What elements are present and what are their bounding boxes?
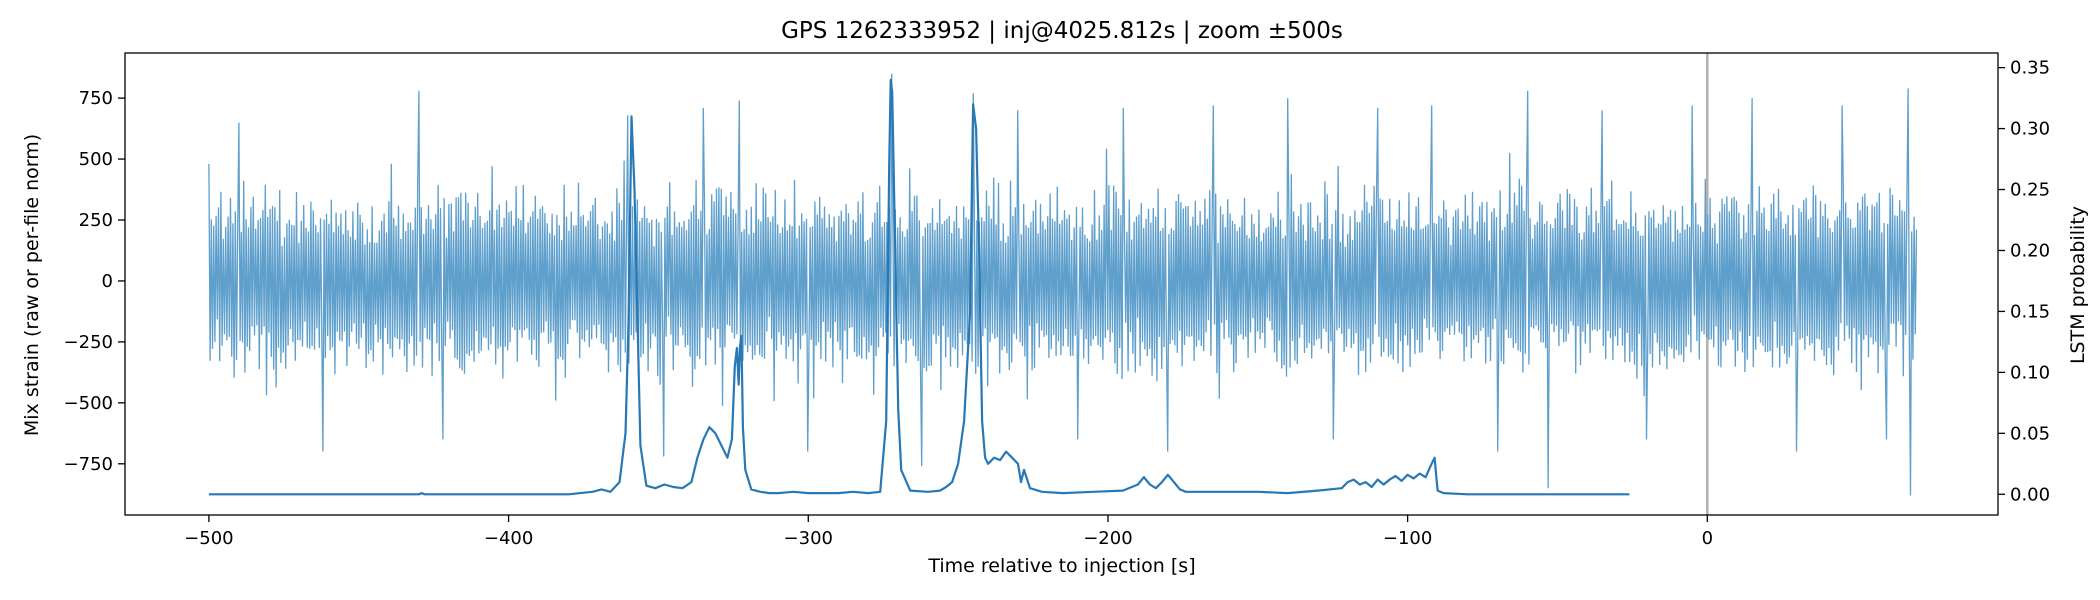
left-y-tick-label: 750 (79, 88, 113, 109)
right-y-tick-label: 0.35 (2010, 58, 2050, 79)
left-y-tick-label: −750 (64, 454, 113, 475)
x-axis-ticks: −500 −400 −300 −200 −100 0 (184, 515, 1713, 549)
strain-series-line (208, 73, 1918, 496)
x-tick-label: −300 (784, 528, 833, 549)
right-y-tick-label: 0.25 (2010, 180, 2050, 201)
right-y-axis-label: LSTM probability (2067, 206, 2089, 364)
x-tick-label: −100 (1383, 528, 1432, 549)
left-y-tick-label: 0 (102, 271, 113, 292)
right-y-axis-ticks: 0.00 0.05 0.10 0.15 0.20 0.25 0.30 0.35 (1998, 58, 2050, 505)
left-y-axis-label: Mix strain (raw or per-file norm) (21, 134, 43, 436)
left-y-tick-label: 250 (79, 210, 113, 231)
left-y-tick-label: −500 (64, 393, 113, 414)
plot-area (208, 53, 1918, 515)
probability-series-line (208, 78, 1630, 496)
x-axis-label: Time relative to injection [s] (927, 555, 1195, 577)
right-y-tick-label: 0.30 (2010, 119, 2050, 140)
right-y-tick-label: 0.20 (2010, 240, 2050, 261)
left-y-tick-label: −250 (64, 332, 113, 353)
x-tick-label: −500 (184, 528, 233, 549)
x-tick-label: −400 (484, 528, 533, 549)
right-y-tick-label: 0.05 (2010, 423, 2050, 444)
x-tick-label: −200 (1083, 528, 1132, 549)
right-y-tick-label: 0.15 (2010, 301, 2050, 322)
chart-title: GPS 1262333952 | inj@4025.812s | zoom ±5… (781, 18, 1343, 44)
plot-frame (124, 52, 1999, 516)
right-y-tick-label: 0.10 (2010, 362, 2050, 383)
right-y-tick-label: 0.00 (2010, 484, 2050, 505)
left-y-axis-ticks: −750 −500 −250 0 250 500 750 (64, 88, 125, 475)
left-y-tick-label: 500 (79, 149, 113, 170)
x-tick-label: 0 (1702, 528, 1713, 549)
